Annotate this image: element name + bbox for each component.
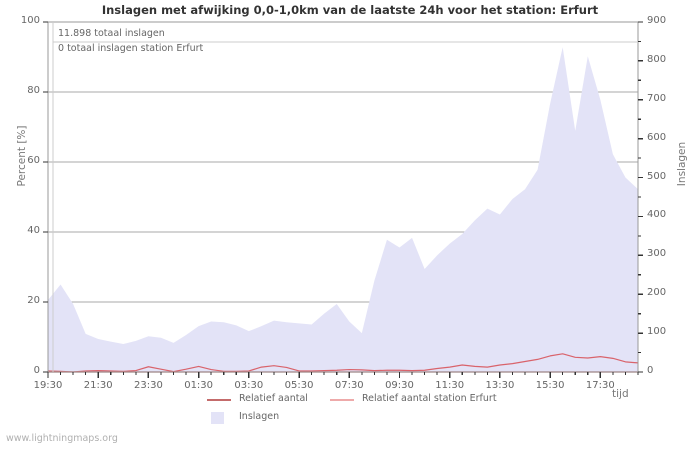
y-tick-right: 500: [647, 170, 667, 182]
x-tick-label: 23:30: [134, 380, 163, 391]
axis-tick-marks: [43, 21, 643, 378]
x-tick-label: 11:30: [435, 380, 465, 391]
x-tick-label: 19:30: [33, 380, 63, 391]
inslagen-area-series: [48, 47, 638, 373]
x-tick-label: 21:30: [83, 380, 113, 391]
y-tick-left: 40: [27, 225, 40, 236]
y-tick-right: 700: [647, 92, 667, 104]
y-tick-right: 300: [647, 248, 667, 260]
x-tick-label: 15:30: [535, 380, 565, 391]
legend-item-label: Relatief aantal: [239, 393, 308, 404]
y-tick-right: 800: [647, 53, 667, 65]
plot-frame: [47, 21, 639, 373]
y-tick-right: 100: [647, 326, 667, 338]
annotation-line: 0 totaal inslagen station Erfurt: [58, 43, 204, 54]
y-tick-right: 0: [647, 365, 654, 376]
y-tick-left: 60: [27, 155, 40, 166]
x-tick-label: 01:30: [184, 380, 214, 391]
legend-item-label: Relatief aantal station Erfurt: [362, 393, 497, 404]
legend-item-label: Inslagen: [239, 411, 280, 422]
y-tick-right: 200: [647, 287, 667, 299]
y-tick-left: 100: [20, 15, 40, 26]
annotation-line: 11.898 totaal inslagen: [58, 28, 165, 39]
x-tick-label: 05:30: [284, 380, 314, 391]
y-tick-right: 600: [647, 131, 667, 143]
x-axis-label: tijd: [612, 388, 629, 400]
x-tick-label: 17:30: [585, 380, 615, 391]
y-tick-left: 80: [27, 85, 40, 96]
y-tick-right: 400: [647, 209, 667, 221]
y-tick-left: 20: [27, 295, 40, 306]
source-watermark: www.lightningmaps.org: [6, 433, 118, 444]
x-tick-label: 07:30: [334, 380, 364, 391]
y-tick-right: 900: [647, 15, 667, 26]
legend-swatches: [207, 399, 354, 424]
x-tick-label: 13:30: [485, 380, 515, 391]
y-tick-left: 0: [33, 365, 40, 376]
chart-title: Inslagen met afwijking 0,0-1,0km van de …: [101, 3, 599, 17]
x-tick-label: 03:30: [234, 380, 264, 391]
x-tick-label: 09:30: [385, 380, 414, 391]
